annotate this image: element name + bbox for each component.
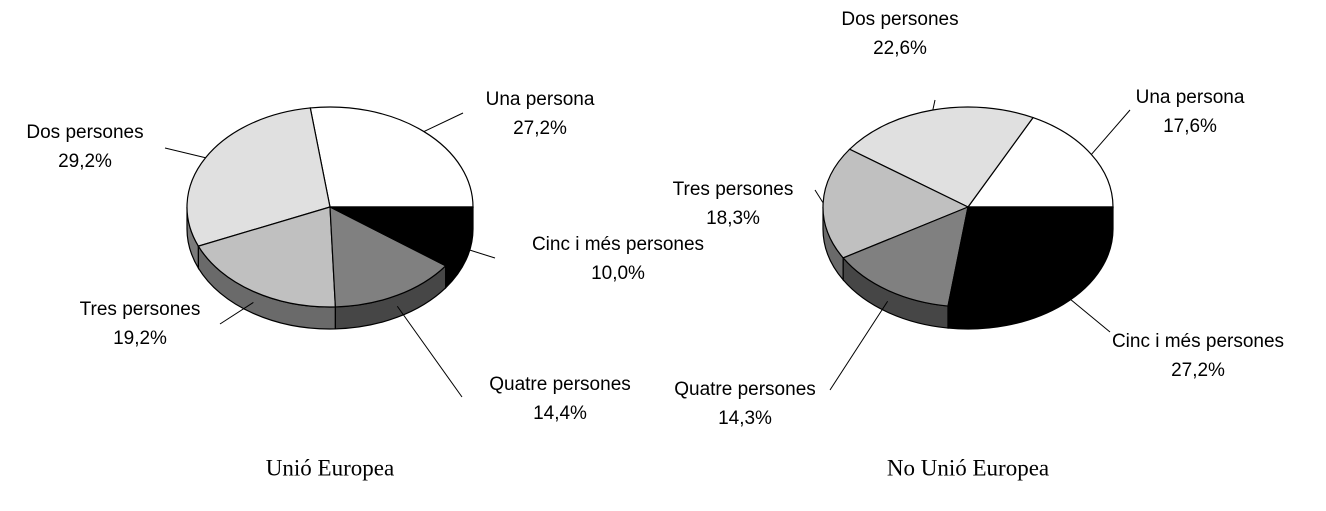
pie-slice — [842, 206, 969, 307]
pie-slice — [186, 107, 331, 247]
slice-label: Dos persones — [26, 122, 143, 143]
slice-label: Tres persones — [80, 299, 201, 320]
slice-label: Quatre persones — [489, 374, 631, 395]
slice-value: 17,6% — [1163, 116, 1217, 137]
slice-label: Cinc i més persones — [532, 234, 704, 255]
slice-value: 27,2% — [513, 118, 567, 139]
slice-value: 22,6% — [873, 38, 927, 59]
pie-slice — [822, 148, 970, 259]
slice-value: 19,2% — [113, 328, 167, 349]
slice-value: 14,4% — [533, 403, 587, 424]
leader-line — [465, 248, 496, 259]
leader-line — [814, 189, 824, 204]
leader-line — [164, 147, 206, 159]
slice-label: Cinc i més persones — [1112, 331, 1284, 352]
leader-line — [1062, 293, 1111, 333]
slice-label: Tres persones — [673, 179, 794, 200]
pie-slice — [329, 206, 474, 267]
pie-slice — [197, 206, 337, 308]
pie-slice — [947, 206, 1114, 308]
slice-value: 14,3% — [718, 408, 772, 429]
slice-label: Una persona — [1136, 87, 1245, 108]
leader-line — [829, 300, 889, 391]
pie-slice — [309, 106, 474, 208]
leader-line — [932, 99, 936, 111]
leader-line — [219, 302, 254, 325]
leader-line — [423, 112, 464, 133]
pie-slice — [848, 106, 1034, 208]
leader-line — [1091, 109, 1131, 155]
slice-value: 29,2% — [58, 151, 112, 172]
slice-value: 18,3% — [706, 208, 760, 229]
slice-value: 10,0% — [591, 263, 645, 284]
chart-title: No Unió Europea — [887, 455, 1049, 480]
pie-slice — [329, 205, 447, 308]
slice-label: Quatre persones — [674, 379, 816, 400]
slice-label: Dos persones — [841, 9, 958, 30]
slice-label: Una persona — [486, 89, 595, 110]
leader-line — [396, 305, 463, 398]
chart-title: Unió Europea — [266, 455, 394, 480]
slice-value: 27,2% — [1171, 360, 1225, 381]
